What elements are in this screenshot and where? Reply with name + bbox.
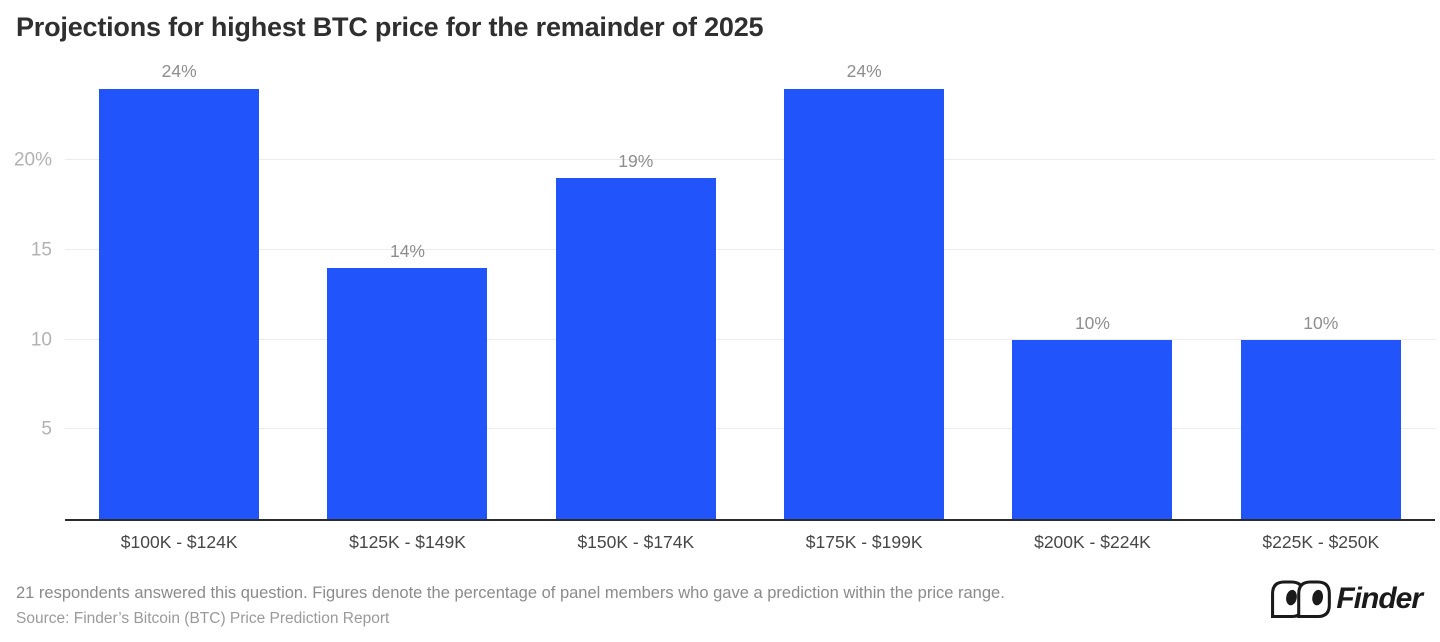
y-axis-tick-label: 20% — [13, 149, 52, 171]
x-axis-category-label: $150K - $174K — [577, 532, 695, 552]
gridline — [65, 159, 1435, 161]
finder-eyes-icon — [1267, 578, 1332, 620]
x-axis-labels: $100K - $124K $125K - $149K $150K - $174K $… — [65, 532, 1435, 553]
bar-value-label: 24% — [846, 61, 882, 82]
bar — [784, 88, 945, 519]
bar — [1012, 339, 1173, 519]
gridline — [65, 248, 1435, 250]
bar-value-label: 24% — [161, 61, 197, 82]
x-axis-category-label: $175K - $199K — [805, 532, 923, 552]
footer-note: 21 respondents answered this question. F… — [16, 584, 1005, 602]
bar-value-label: 10% — [1303, 312, 1339, 333]
bar-slot: 14% — [293, 58, 521, 519]
bar-slot: 10% — [1207, 58, 1435, 519]
bar — [1240, 339, 1401, 519]
finder-logo-text: Finder — [1336, 582, 1423, 615]
chart-title: Projections for highest BTC price for th… — [16, 12, 764, 42]
bar-value-label: 19% — [618, 151, 654, 172]
bar — [327, 267, 488, 519]
bar-slots: 24% 14% 19% 24% 10% 10% — [65, 58, 1435, 519]
bar-value-label: 10% — [1074, 312, 1110, 333]
bar-slot: 24% — [750, 58, 978, 519]
bar-slot: 10% — [978, 58, 1206, 519]
gridline — [65, 428, 1435, 430]
x-axis-category-label: $200K - $224K — [1034, 532, 1151, 552]
footer: 21 respondents answered this question. F… — [16, 584, 1005, 628]
bar — [555, 178, 716, 519]
bar-value-label: 14% — [389, 240, 425, 261]
finder-logo: Finder — [1267, 578, 1426, 620]
bar-slot: 24% — [65, 58, 293, 519]
bar-slot: 19% — [522, 58, 750, 519]
footer-source: Source: Finder’s Bitcoin (BTC) Price Pre… — [16, 610, 390, 627]
y-axis-tick-label: 5 — [41, 418, 52, 440]
x-axis-category-label: $100K - $124K — [120, 532, 238, 552]
y-axis-tick-label: 15 — [30, 239, 52, 261]
plot-area: 24% 14% 19% 24% 10% 10% 5 10 15 20% — [14, 58, 1435, 521]
y-axis-tick-label: 10 — [30, 329, 52, 351]
x-axis-category-label: $225K - $250K — [1262, 532, 1380, 552]
bar — [99, 88, 260, 519]
x-axis-category-label: $125K - $149K — [349, 532, 466, 552]
gridline — [65, 338, 1435, 340]
